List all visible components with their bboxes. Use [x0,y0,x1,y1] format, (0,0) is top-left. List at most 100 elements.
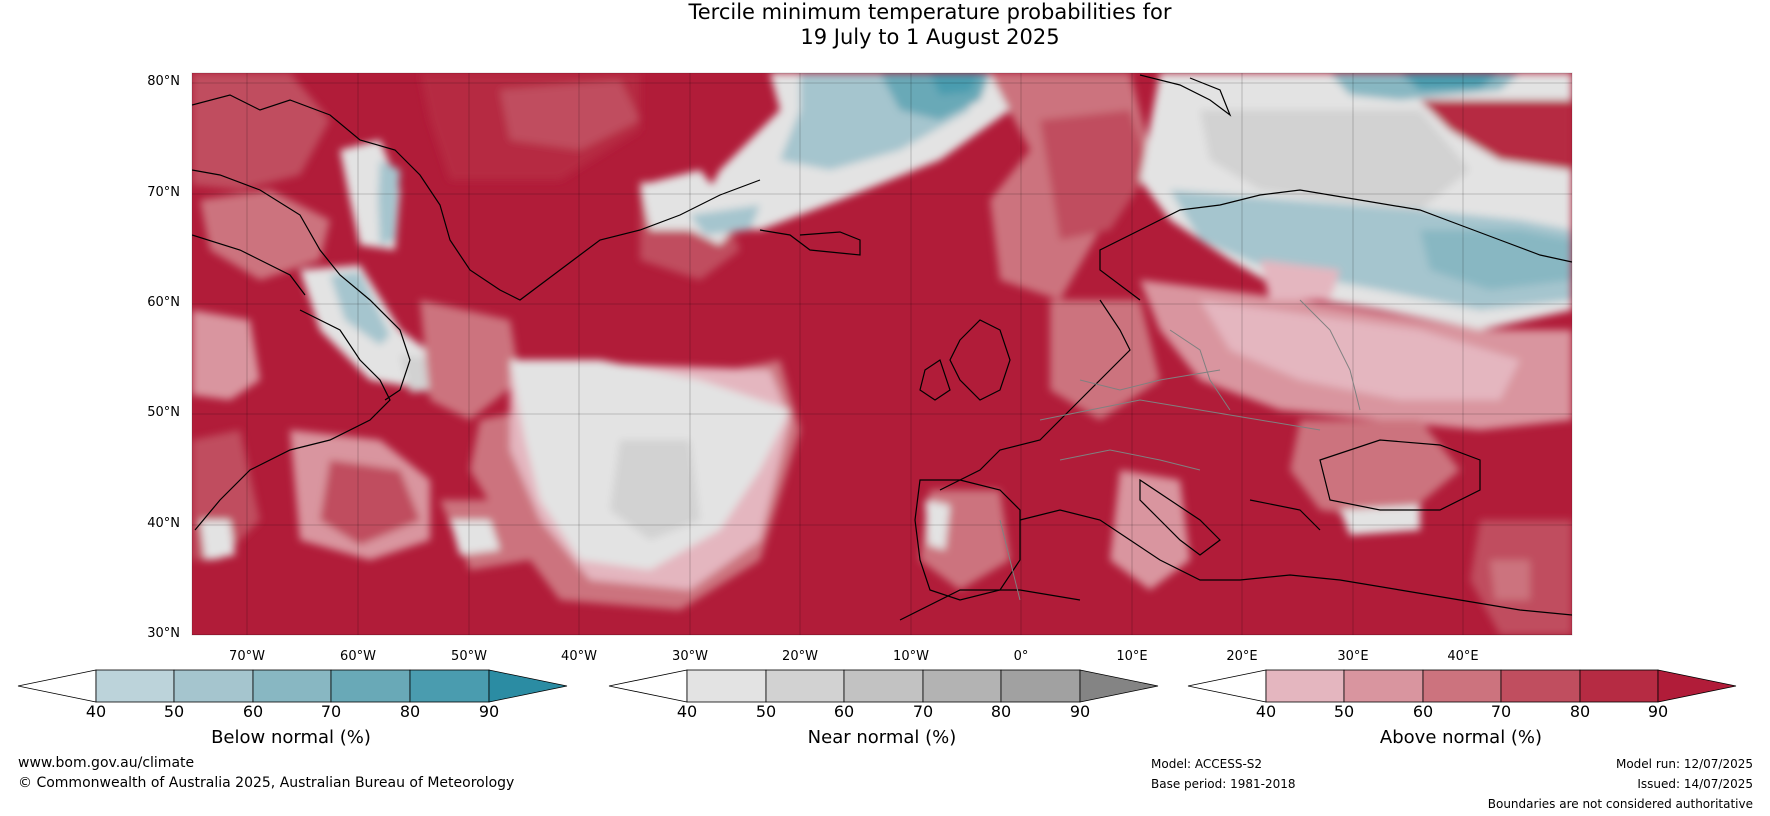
footer-model: Model: ACCESS-S2 [1151,757,1263,771]
map-title-line1: Tercile minimum temperature probabilitie… [688,0,1172,24]
lat-label-70n: 70°N [147,185,180,200]
lon-label-30e: 30°E [1337,649,1369,664]
colorbar-above-normal [1187,669,1737,703]
colorbar-tick-label: 50 [163,702,185,721]
coastline-segment [939,299,1131,491]
colorbar-segment [1500,669,1581,703]
prob-region-near-60 [610,440,700,540]
coastline-segment [899,589,1081,621]
prob-region-above-70 [1040,110,1150,240]
country-border [1039,399,1321,431]
prob-region-above-60 [200,190,330,280]
lon-label-10w: 10°W [893,649,929,664]
lon-label-0: 0° [1013,649,1029,664]
colorbar-extend-high [488,669,568,703]
colorbar-segment [686,669,767,703]
lon-label-30w: 30°W [672,649,708,664]
footer-model-run: Model run: 12/07/2025 [1615,757,1753,771]
colorbar-segment [252,669,332,703]
colorbar-segment [1579,669,1659,703]
colorbar-segment [1265,669,1345,703]
colorbar-segment [1000,669,1081,703]
colorbar-tick-label: 50 [755,702,777,721]
colorbar-label-near: Near normal (%) [807,727,957,748]
country-border [1059,449,1201,471]
footer-website[interactable]: www.bom.gov.au/climate [18,755,195,771]
footer-base-period: Base period: 1981-2018 [1151,777,1296,791]
coastline-segment [192,94,761,301]
coastline-segment [759,229,861,256]
coastline-segment [1249,499,1321,531]
coastline-segment [1139,478,1221,556]
prob-region-above-50 [192,310,260,400]
prob-region-near-50 [450,520,500,555]
colorbar-label-above: Above normal (%) [1379,727,1543,748]
prob-region-near-50 [200,520,235,560]
lat-label-60n: 60°N [147,295,180,310]
colorbar-extend-high [1079,669,1159,703]
footer-copyright: © Commonwealth of Australia 2025, Austra… [18,775,515,791]
prob-region-above-80 [1420,100,1572,170]
colorbar-extend-low [17,669,97,703]
colorbar-segment [173,669,254,703]
prob-region-above-60 [1290,420,1460,520]
prob-region-above-60 [1050,300,1160,420]
map-title: Tercile minimum temperature probabilitie… [0,0,1770,50]
prob-region-above-60 [1490,560,1530,600]
colorbar-tick-label: 40 [1255,702,1277,721]
prob-region-above-40 [1260,260,1340,300]
colorbar-below-normal [17,669,568,703]
map-title-line2: 19 July to 1 August 2025 [800,25,1060,49]
colorbar-segment [409,669,490,703]
colorbar-tick-label: 80 [1569,702,1591,721]
colorbar-tick-label: 40 [676,702,698,721]
lon-label-20e: 20°E [1226,649,1258,664]
colorbar-segment [922,669,1002,703]
prob-region-near-50 [925,500,950,550]
footer-issued: Issued: 14/07/2025 [1637,777,1753,791]
prob-region-below-70 [1420,230,1572,290]
prob-region-below-90 [1400,73,1500,90]
country-border [999,519,1021,601]
colorbar-tick-label: 70 [1490,702,1512,721]
colorbar-segment [843,669,924,703]
country-border [1079,369,1221,391]
lat-label-30n: 30°N [147,626,180,641]
coastline-segment [192,169,411,401]
coastline-segment [1139,74,1232,117]
footer-disclaimer: Boundaries are not considered authoritat… [1487,797,1753,811]
map-frame [191,72,1573,636]
colorbar-near-normal [608,669,1159,703]
colorbar-segment [1422,669,1502,703]
colorbar-label-below: Below normal (%) [211,727,371,748]
prob-region-below-60 [690,205,760,235]
colorbar-tick-label: 90 [1069,702,1091,721]
lon-label-50w: 50°W [451,649,487,664]
prob-region-near-60 [1200,110,1470,210]
coastlines [192,74,1572,621]
colorbar-tick-label: 60 [242,702,264,721]
coastline-segment [192,234,306,296]
prob-region-below-60 [330,272,390,345]
colorbar-segment [95,669,175,703]
colorbar-tick-label: 80 [990,702,1012,721]
colorbar-tick-label: 60 [833,702,855,721]
lon-label-70w: 70°W [229,649,265,664]
lat-label-50n: 50°N [147,405,180,420]
colorbar-tick-label: 40 [85,702,107,721]
prob-region-above-70 [500,80,640,150]
colorbar-extend-low [1187,669,1267,703]
country-border [1299,299,1361,411]
lat-label-80n: 80°N [147,74,180,89]
coastline-segment [949,319,1011,401]
lon-label-40w: 40°W [561,649,597,664]
colorbar-extend-high [1657,669,1737,703]
lon-label-10e: 10°E [1116,649,1148,664]
lat-label-40n: 40°N [147,516,180,531]
lon-label-40e: 40°E [1447,649,1479,664]
prob-region-above-60 [420,300,520,420]
colorbar-extend-low [608,669,688,703]
colorbar-segment [765,669,845,703]
lon-label-20w: 20°W [782,649,818,664]
